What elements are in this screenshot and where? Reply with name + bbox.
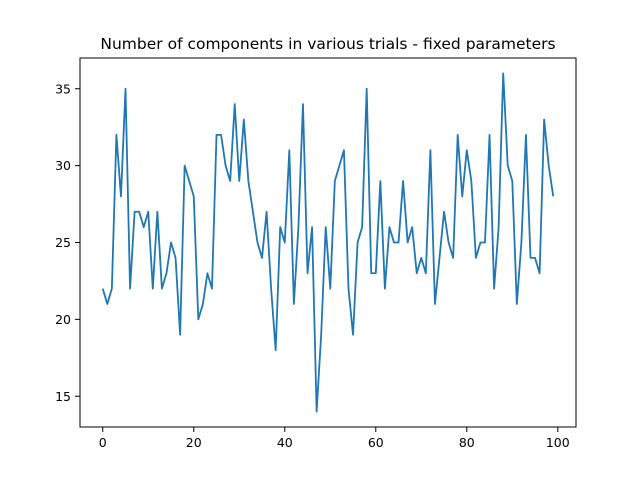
x-tick-label: 60 [368,435,384,450]
y-tick-label: 15 [55,389,71,404]
series-line-0 [101,72,555,413]
x-tick-label: 40 [277,435,293,450]
y-tick-label: 20 [55,312,71,327]
x-tick-label: 80 [459,435,475,450]
x-tick-label: 100 [546,435,570,450]
y-axis: 15 20 25 30 35 [55,81,80,404]
y-tick-label: 35 [55,81,71,96]
chart-title: Number of components in various trials -… [100,35,555,53]
plot-frame [79,57,577,428]
x-axis: 0 20 40 60 80 100 [99,427,570,450]
x-tick-label: 20 [186,435,202,450]
y-tick-label: 30 [55,158,71,173]
y-tick-label: 25 [55,235,71,250]
plot-area [101,72,555,413]
x-tick-label: 0 [99,435,107,450]
